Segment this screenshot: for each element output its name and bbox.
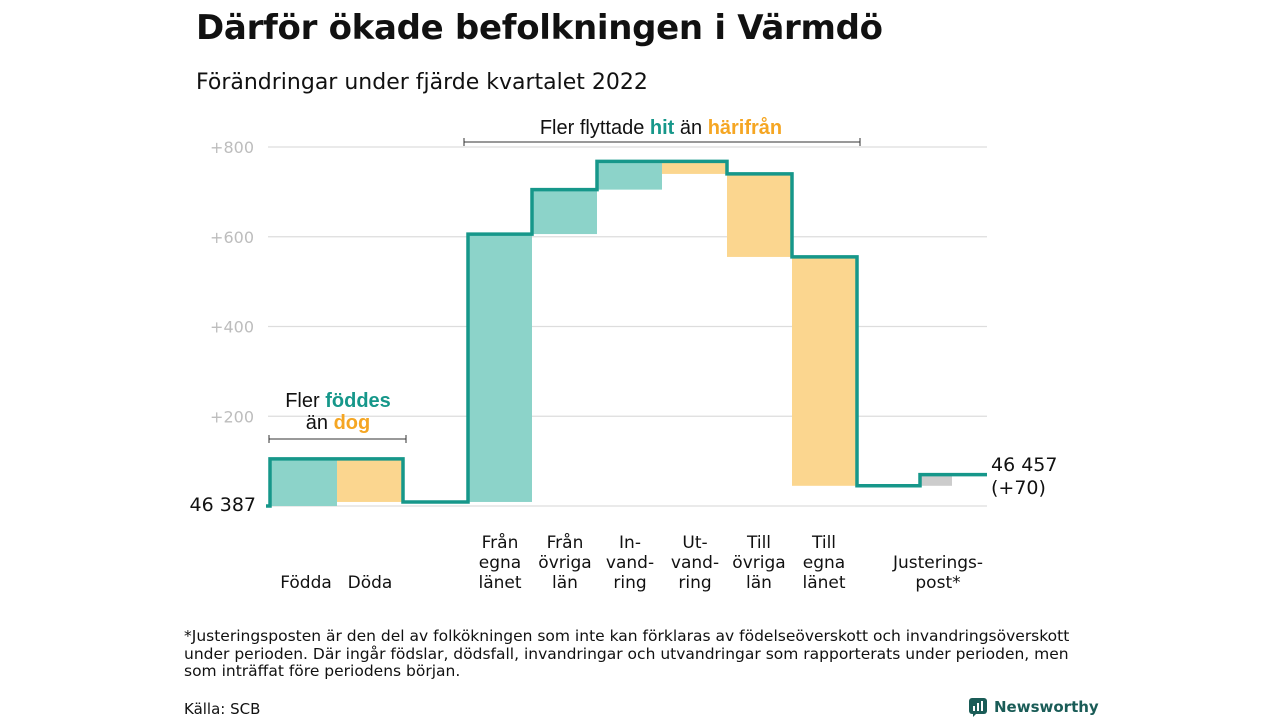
bar-decrease [727, 173, 792, 257]
annotation-hit-word: hit [650, 117, 675, 139]
annotation-harifran-word: härifrån [708, 116, 782, 139]
annotation-born-word: föddes [325, 390, 391, 412]
brand-logo: Newsworthy [968, 697, 1099, 717]
footnote: *Justeringsposten är den del av folkökni… [184, 627, 1070, 680]
category-label: Från egna länet [478, 532, 521, 593]
annotation-migration: Fler flyttade hit än härifrån [463, 116, 861, 146]
bar-decrease [792, 256, 857, 486]
chart-subtitle: Förändringar under fjärde kvartalet 2022 [196, 70, 648, 95]
newsworthy-logo-icon [969, 698, 987, 717]
annotation-births-line1: Fler föddes [285, 390, 391, 412]
bar-increase [468, 234, 532, 502]
bar-increase [597, 161, 662, 190]
cumulative-step-line [266, 159, 987, 508]
category-label: Till egna länet [802, 533, 845, 593]
annotation-births: Fler föddes än dog [268, 390, 407, 443]
source: Källa: SCB [184, 700, 261, 718]
category-label: Justerings-post* [892, 553, 983, 593]
line-layer [266, 159, 987, 508]
y-tick-label: +200 [210, 407, 254, 426]
bar-decrease [337, 458, 403, 502]
label-layer: Födda Döda Från egna länet Från övriga län In-va… [190, 454, 1058, 593]
annotation-births-bracket [268, 435, 407, 443]
bar-adjustment [920, 474, 952, 486]
grid-layer: +200 +400 +600 +800 [210, 138, 987, 507]
category-label: Ut-vand-ring [671, 533, 719, 593]
category-label: Döda [348, 573, 393, 593]
y-tick-label: +600 [210, 228, 254, 247]
bar-increase [270, 458, 337, 506]
annotation-migration-text: Fler flyttade hit än härifrån [540, 116, 782, 139]
category-label: In-vand-ring [606, 533, 654, 593]
category-label: Från övriga län [538, 532, 591, 593]
category-label: Till övriga län [732, 533, 785, 593]
y-tick-label: +800 [210, 138, 254, 157]
category-label: Födda [280, 573, 332, 593]
annotation-died-word: dog [334, 412, 371, 434]
annotation-births-line2: än dog [306, 412, 370, 434]
brand-name: Newsworthy [994, 698, 1099, 716]
start-value-label: 46 387 [190, 494, 256, 516]
end-value-label: 46 457 [991, 454, 1057, 476]
bar-increase [532, 189, 597, 235]
end-change-label: (+70) [991, 477, 1046, 499]
chart-title: Därför ökade befolkningen i Värmdö [196, 8, 883, 48]
y-tick-label: +400 [210, 318, 254, 337]
bar-layer [270, 161, 952, 506]
bar-decrease [662, 161, 727, 174]
annotation-migration-bracket [463, 138, 861, 146]
